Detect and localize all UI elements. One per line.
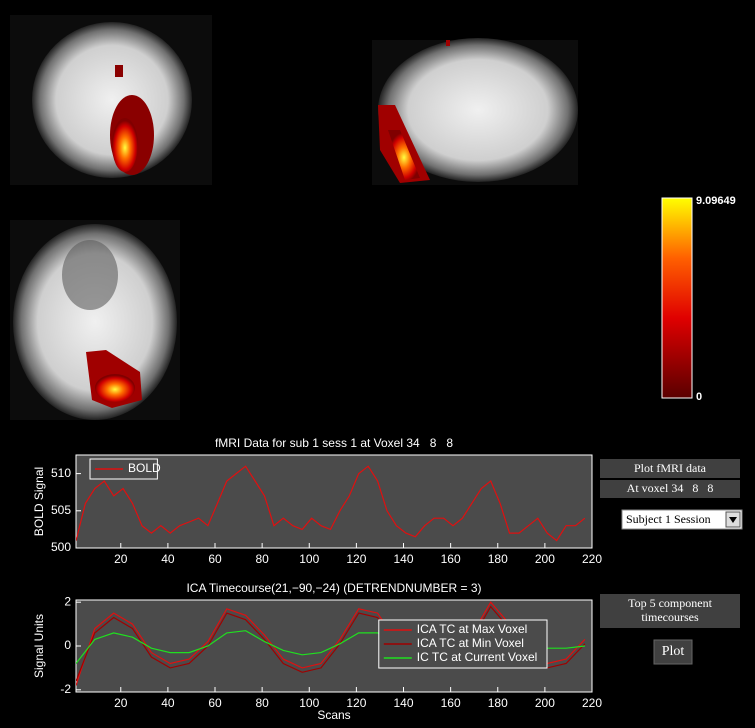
x-axis-label: Scans	[317, 708, 350, 722]
colorbar-min: 0	[696, 391, 702, 403]
session-label: Subject 1 Session	[626, 512, 711, 526]
y-tick-label: 505	[51, 503, 71, 517]
x-tick-label: 160	[441, 552, 461, 566]
legend-label: ICA TC at Min Voxel	[417, 636, 524, 650]
colorbar: 9.09649 0	[662, 195, 736, 403]
y-tick-label: 510	[51, 466, 71, 480]
x-tick-label: 100	[299, 552, 319, 566]
legend-label: ICA TC at Max Voxel	[417, 622, 528, 636]
plot-button[interactable]: Plot	[654, 640, 692, 664]
x-tick-label: 60	[208, 552, 222, 566]
voxel-info: At voxel 34 8 8	[600, 480, 740, 498]
x-tick-label: 40	[161, 696, 175, 710]
legend-label: BOLD	[128, 461, 161, 475]
x-tick-label: 200	[535, 552, 555, 566]
y-tick-label: 2	[64, 594, 71, 608]
plot-fmri-button[interactable]: Plot fMRI data	[600, 459, 740, 478]
x-tick-label: 120	[346, 552, 366, 566]
colorbar-max: 9.09649	[696, 195, 736, 207]
chart: ICA Timecourse(21,−90,−24) (DETRENDNUMBE…	[32, 581, 602, 722]
y-tick-label: 500	[51, 540, 71, 554]
legend-label: IC TC at Current Voxel	[417, 650, 538, 664]
voxel-label: At voxel 34 8 8	[627, 481, 714, 495]
x-tick-label: 220	[582, 552, 602, 566]
x-tick-label: 160	[441, 696, 461, 710]
chart-title: ICA Timecourse(21,−90,−24) (DETRENDNUMBE…	[186, 581, 481, 595]
x-tick-label: 180	[488, 552, 508, 566]
session-dropdown[interactable]: Subject 1 Session	[622, 510, 742, 529]
plot-label: Plot	[662, 644, 685, 659]
sagittal-slice	[372, 38, 578, 185]
x-tick-label: 200	[535, 696, 555, 710]
y-tick-label: 0	[64, 638, 71, 652]
x-tick-label: 140	[393, 552, 413, 566]
x-tick-label: 100	[299, 696, 319, 710]
x-tick-label: 180	[488, 696, 508, 710]
x-tick-label: 20	[114, 696, 128, 710]
x-tick-label: 60	[208, 696, 222, 710]
y-tick-label: -2	[60, 682, 71, 696]
axial-slice	[10, 220, 180, 420]
plot-fmri-label: Plot fMRI data	[634, 461, 707, 475]
x-tick-label: 80	[255, 552, 269, 566]
y-axis-label: BOLD Signal	[32, 467, 46, 536]
x-tick-label: 120	[346, 696, 366, 710]
x-tick-label: 140	[393, 696, 413, 710]
legend: BOLD	[90, 459, 161, 479]
x-tick-label: 80	[255, 696, 269, 710]
x-tick-label: 220	[582, 696, 602, 710]
app-window: 9.09649 0 Plot fMRI data At voxel 34 8 8…	[0, 0, 755, 723]
chart: fMRI Data for sub 1 sess 1 at Voxel 34 8…	[32, 436, 602, 566]
x-tick-label: 20	[114, 552, 128, 566]
chart-title: fMRI Data for sub 1 sess 1 at Voxel 34 8…	[215, 436, 453, 450]
coronal-slice	[10, 15, 212, 185]
x-tick-label: 40	[161, 552, 175, 566]
y-axis-label: Signal Units	[32, 614, 46, 678]
